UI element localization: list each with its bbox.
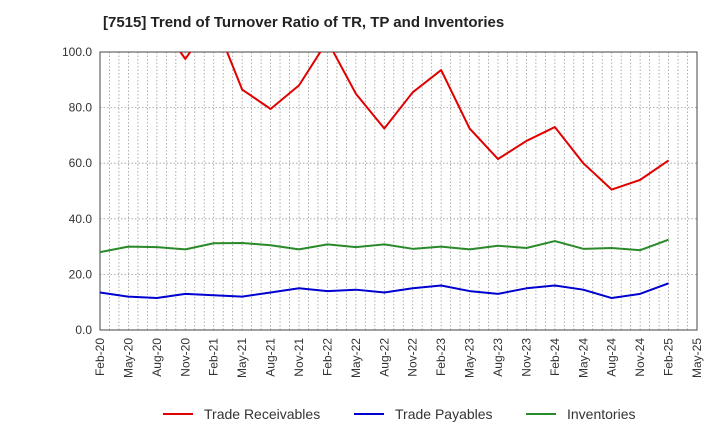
chart-title: [7515] Trend of Turnover Ratio of TR, TP…	[103, 14, 505, 31]
series-line	[100, 282, 669, 300]
x-tick-label: May-23	[463, 338, 477, 378]
x-tick-label: Nov-21	[292, 338, 306, 377]
x-tick-label: Aug-22	[377, 338, 391, 377]
x-tick-label: May-22	[349, 338, 363, 378]
x-tick-label: May-24	[576, 338, 590, 378]
x-tick-label: Aug-21	[264, 338, 278, 377]
y-tick-label: 80.0	[69, 101, 93, 115]
y-tick-label: 60.0	[69, 156, 93, 170]
x-tick-label: Feb-20	[93, 338, 107, 376]
series-group	[100, 52, 670, 300]
x-tick-label: May-20	[121, 338, 135, 378]
x-tick-label: Aug-23	[491, 338, 505, 377]
legend-label: Trade Payables	[395, 406, 493, 422]
x-tick-label: Feb-21	[207, 338, 221, 376]
x-tick-label: Feb-25	[662, 338, 676, 376]
x-tick-label: Nov-22	[406, 338, 420, 377]
x-tick-label: Nov-20	[178, 338, 192, 377]
y-tick-label: 20.0	[69, 267, 93, 281]
y-tick-label: 0.0	[75, 323, 92, 337]
x-tick-label: May-21	[235, 338, 249, 378]
legend-label: Inventories	[567, 406, 635, 422]
legend-label: Trade Receivables	[204, 406, 320, 422]
x-tick-label: Feb-22	[320, 338, 334, 376]
series-line	[100, 238, 669, 254]
x-tick-label: Aug-24	[605, 338, 619, 377]
series-line	[179, 52, 670, 191]
y-tick-label: 40.0	[69, 212, 93, 226]
x-tick-label: Nov-24	[633, 338, 647, 377]
plot-frame	[99, 51, 698, 331]
x-tick-label: Nov-23	[519, 338, 533, 377]
x-tick-label: Aug-20	[150, 338, 164, 377]
x-tick-label: Feb-23	[434, 338, 448, 376]
x-tick-label: Feb-24	[548, 338, 562, 376]
x-tick-label: May-25	[690, 338, 704, 378]
y-tick-label: 100.0	[62, 45, 92, 59]
